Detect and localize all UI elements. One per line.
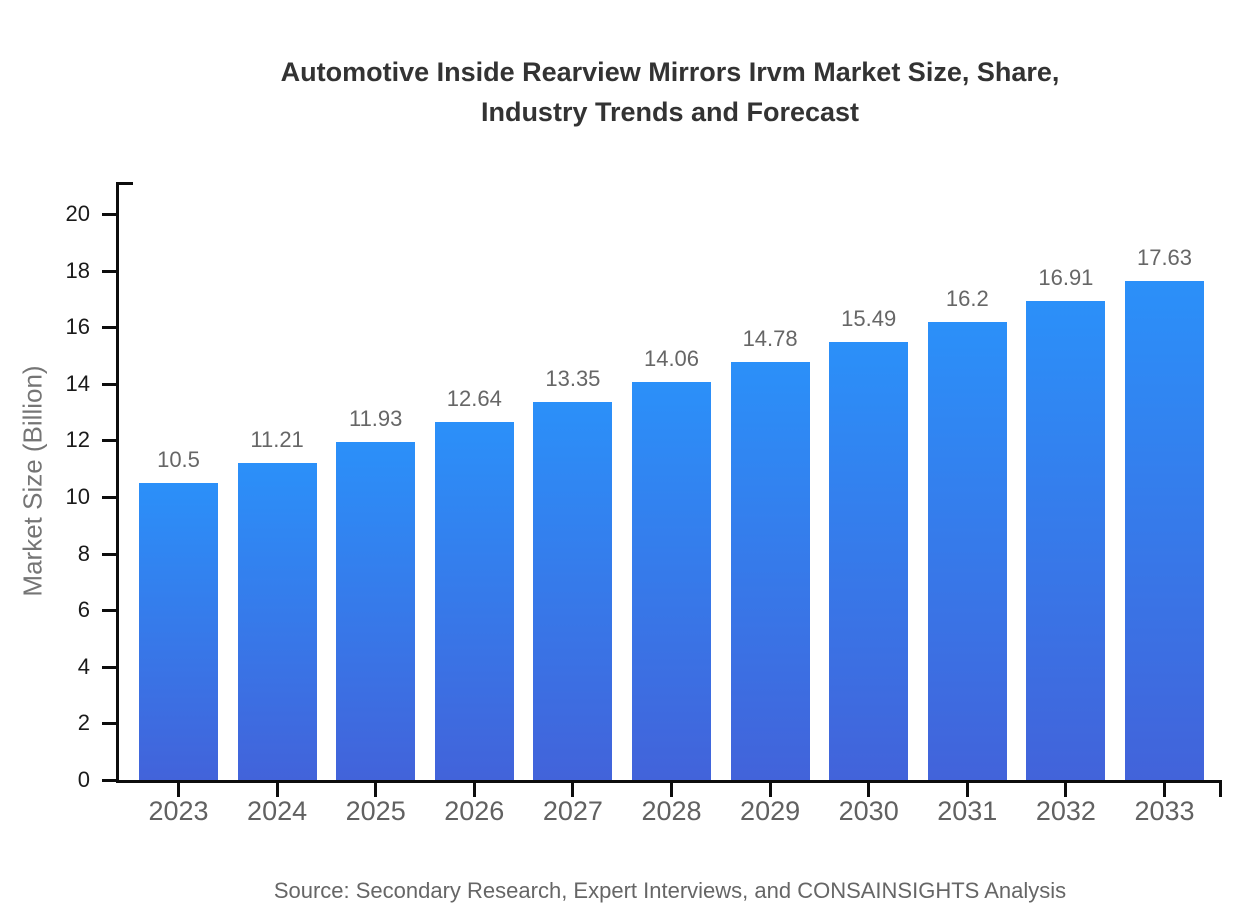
x-tick-label: 2024 xyxy=(247,796,308,826)
bar-value-label: 11.93 xyxy=(348,406,403,432)
y-tick xyxy=(102,326,116,330)
y-tick-label: 18 xyxy=(65,257,90,283)
y-tick xyxy=(102,779,116,782)
y-tick-label: 20 xyxy=(65,201,90,226)
x-tick xyxy=(472,783,476,797)
chart-title-line-2: Industry Trends and Forecast xyxy=(480,97,860,127)
y-tick xyxy=(102,665,116,669)
y-tick-label: 14 xyxy=(65,370,90,396)
x-tick-label: 2032 xyxy=(1035,796,1096,826)
bar xyxy=(632,382,711,780)
bar xyxy=(336,442,416,780)
x-tick xyxy=(374,783,378,797)
y-tick-label: 12 xyxy=(65,427,90,453)
y-tick xyxy=(102,439,116,443)
x-tick-label: 2027 xyxy=(542,796,603,826)
y-axis-top-cap xyxy=(116,182,133,185)
y-tick xyxy=(102,269,116,273)
x-axis-right-cap xyxy=(1219,780,1222,797)
y-tick-label: 16 xyxy=(65,314,90,340)
x-tick-label: 2031 xyxy=(937,796,998,826)
y-tick xyxy=(102,722,116,726)
y-tick-label: 8 xyxy=(77,540,90,566)
source-note: Source: Secondary Research, Expert Inter… xyxy=(273,878,1067,903)
bar-value-label: 16.91 xyxy=(1038,265,1094,291)
bar xyxy=(730,361,810,780)
x-tick xyxy=(177,783,180,797)
x-tick xyxy=(1163,783,1166,797)
x-tick xyxy=(275,783,279,797)
bar-value-label: 13.35 xyxy=(545,366,601,392)
x-tick-label: 2030 xyxy=(838,796,899,826)
x-tick-label: 2033 xyxy=(1134,796,1195,826)
y-tick xyxy=(102,382,116,386)
bar-value-label: 10.5 xyxy=(157,446,200,472)
y-tick xyxy=(102,552,116,556)
y-tick-label: 4 xyxy=(77,653,90,679)
y-tick xyxy=(102,213,116,216)
x-tick-label: 2025 xyxy=(345,796,406,826)
x-tick xyxy=(1064,783,1068,797)
x-tick xyxy=(670,783,673,797)
bar-value-label: 14.78 xyxy=(742,325,798,351)
bar-value-label: 17.63 xyxy=(1136,245,1193,271)
x-tick xyxy=(965,783,969,797)
bar xyxy=(237,462,317,780)
bar xyxy=(829,341,909,780)
bar-value-label: 15.49 xyxy=(841,305,897,331)
bar xyxy=(533,402,613,780)
bar-value-label: 11.21 xyxy=(250,426,304,452)
y-tick-label: 0 xyxy=(77,767,90,792)
chart-title-line-1: Automotive Inside Rearview Mirrors Irvm … xyxy=(280,57,1060,87)
bar xyxy=(434,422,514,780)
y-tick xyxy=(102,609,116,613)
bar xyxy=(139,482,218,780)
chart-title: Automotive Inside Rearview Mirrors Irvm … xyxy=(130,52,1210,132)
x-tick-label: 2026 xyxy=(444,796,505,826)
bar-value-label: 14.06 xyxy=(643,346,700,372)
bar xyxy=(1125,281,1204,780)
bar xyxy=(927,321,1007,780)
x-tick xyxy=(867,783,871,797)
x-tick xyxy=(768,783,772,797)
x-tick-label: 2028 xyxy=(641,796,702,826)
y-tick-label: 2 xyxy=(77,710,90,736)
x-tick-label: 2029 xyxy=(740,796,801,826)
bar xyxy=(1026,301,1106,780)
bar-value-label: 12.64 xyxy=(446,386,502,412)
bar-value-label: 16.2 xyxy=(945,285,989,311)
x-tick xyxy=(571,783,575,797)
y-tick-label: 6 xyxy=(77,597,90,623)
y-tick-label: 10 xyxy=(65,484,90,509)
x-tick-label: 2023 xyxy=(148,796,209,826)
x-axis-line xyxy=(116,780,1222,783)
y-tick xyxy=(102,496,116,499)
y-axis-line xyxy=(116,182,119,783)
